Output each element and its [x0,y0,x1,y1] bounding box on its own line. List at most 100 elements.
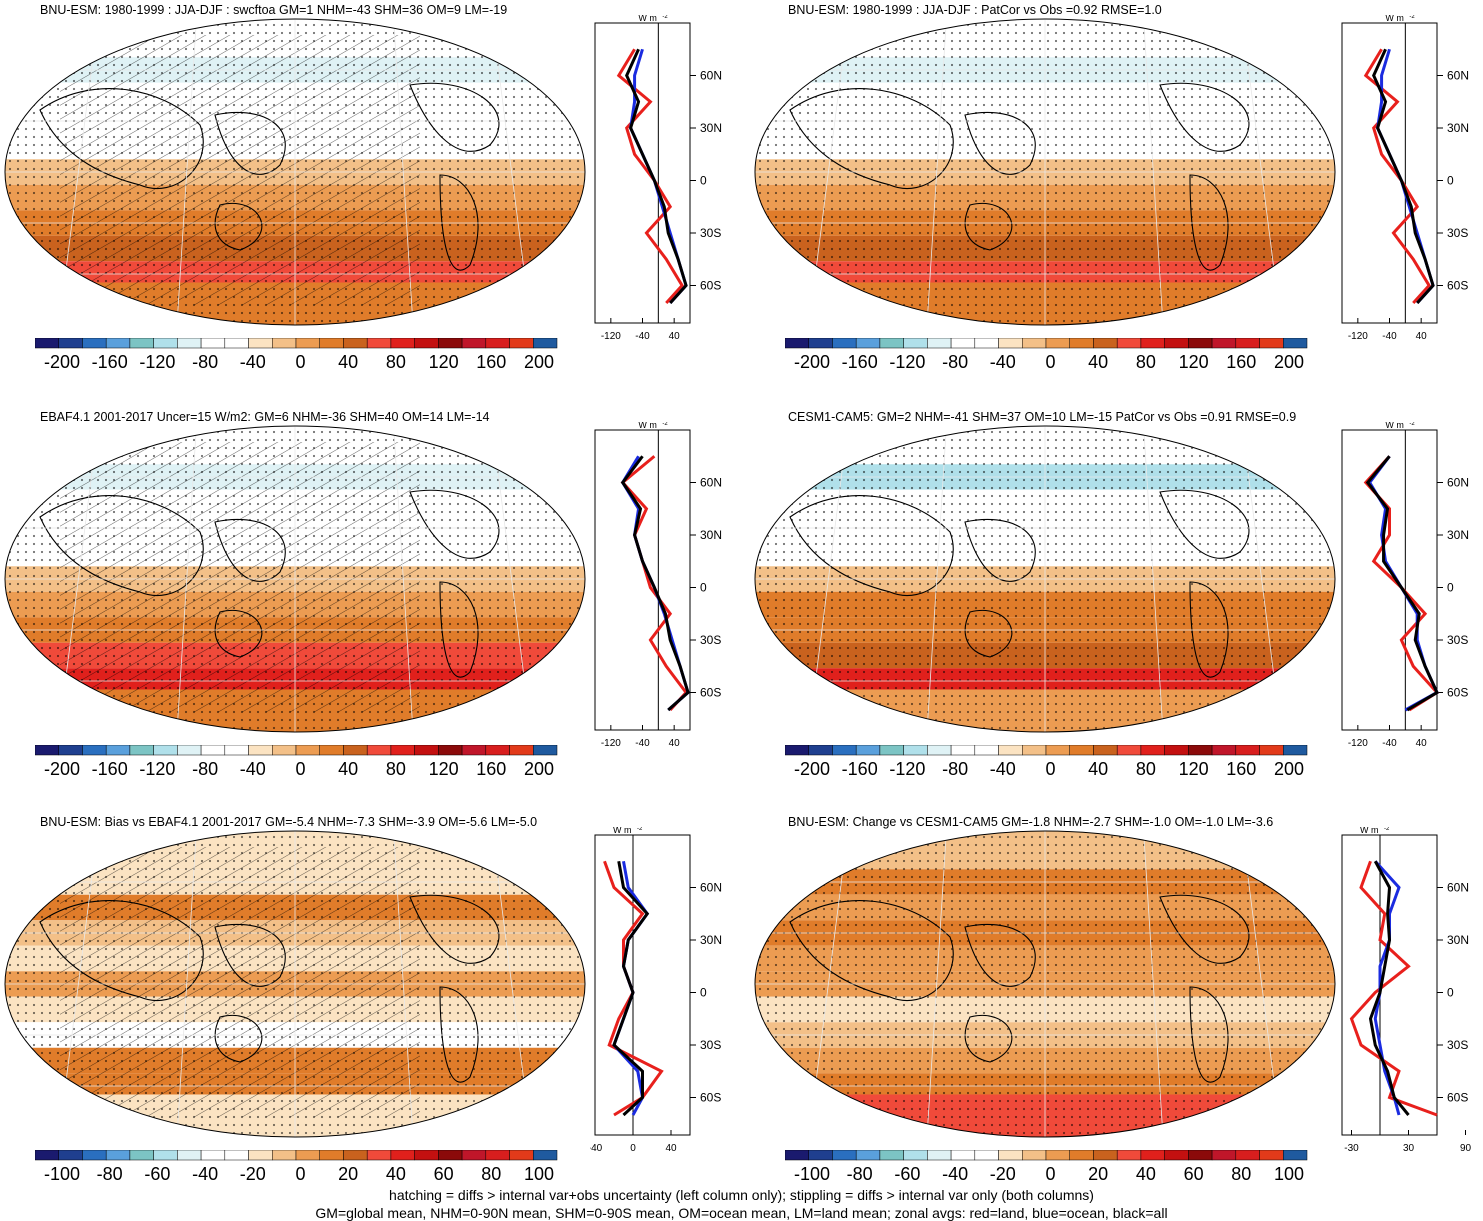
colorbar-segment [1093,745,1118,756]
graticule [176,831,198,1137]
colorbar-segment [1093,338,1118,349]
series-all [1365,455,1439,712]
colorbar-segment [1188,338,1213,349]
colorbar-segment [1069,745,1094,756]
graticule [926,19,948,325]
graticule [1142,426,1164,732]
colorbar-tick-label: -80 [846,1164,873,1184]
colorbar-segment [1116,338,1142,349]
colorbar-tick-label: 0 [1045,352,1056,372]
panel-5: BNU-ESM: Bias vs EBAF4.1 2001-2017 GM=-5… [0,812,740,1212]
colorbar-segment [105,745,131,756]
colorbar-tick-label: 80 [385,352,406,372]
colorbar-segment [129,1150,154,1161]
colorbar-tick-label: -40 [239,759,266,779]
colorbar-tick-label: 200 [523,352,555,372]
map-outline [754,830,1336,1138]
x-tick-label: -40 [590,1143,603,1154]
panel-title: CESM1-CAM5: GM=2 NHM=-41 SHM=37 OM=10 LM… [788,410,1297,424]
colorbar-tick-label: 120 [428,352,459,372]
colorbar-tick-label: 0 [1045,1164,1056,1184]
colorbar-segment [200,1150,226,1161]
colorbar-tick-label: -120 [139,759,176,779]
zonal-unit-label: W m [1385,422,1404,430]
colorbar-segment [879,1150,904,1161]
zonal-mean-plot: W m -2 60N 30N 0 30S 60S -120 -40 40 [1341,15,1469,342]
graticule [1142,831,1164,1137]
x-tick-label: -40 [1382,331,1397,342]
colorbar-segment [1211,338,1237,349]
colorbar-segment [224,1150,249,1161]
lat-tick-label: 60S [1447,279,1468,293]
lat-tick-label: 30S [700,226,721,240]
world-map [4,830,586,1138]
colorbar-tick-label: 160 [1226,759,1257,779]
colorbar-tick-label: 200 [1273,352,1305,372]
colorbar-segment [295,745,320,756]
lat-tick-label: 60N [1447,69,1469,83]
colorbar-segment [438,1150,463,1161]
zonal-mean-plot: W m -2 60N 30N 0 30S 60S -120 -40 40 [594,422,722,749]
colorbar-segment [974,745,999,756]
colorbar-segment [927,1150,952,1161]
colorbar-segment [509,338,534,349]
colorbar-segment [177,338,202,349]
colorbar [785,1150,1308,1161]
colorbar-tick-label: 20 [1088,1164,1109,1184]
series-land [1349,860,1438,1117]
colorbar-segment [438,745,463,756]
colorbar-segment [879,338,904,349]
colorbar-segment [366,1150,392,1161]
colorbar-tick-label: -80 [942,759,969,779]
zonal-unit-label: W m [1385,15,1404,23]
colorbar-segment [1259,745,1284,756]
x-tick-label: 40 [1416,331,1428,342]
panel-4: CESM1-CAM5: GM=2 NHM=-41 SHM=37 OM=10 LM… [750,407,1483,807]
x-tick-label: 40 [669,331,681,342]
colorbar-segment [1045,745,1070,756]
colorbar-tick-label: -40 [989,759,1016,779]
colorbar-segment [485,1150,510,1161]
panel-title: BNU-ESM: 1980-1999 : JJA-DJF : swcftoa G… [40,3,508,17]
colorbar-segment [808,1150,833,1161]
lat-tick-label: 0 [700,986,707,1000]
colorbar-tick-label: 120 [1178,352,1209,372]
colorbar-tick-label: -100 [793,1164,831,1184]
zonal-mean-plot: W m -2 60N 30N 0 30S 60S -30 30 90 [1341,827,1471,1154]
colorbar-tick-label: 160 [1226,352,1257,372]
map-outline [754,425,1336,733]
colorbar-segment [461,1150,487,1161]
colorbar-segment [224,338,249,349]
x-tick-label: -30 [1344,1143,1359,1154]
zonal-unit-sup: -2 [662,15,668,20]
colorbar-segment [58,1150,83,1161]
colorbar-tick-label: -120 [889,352,926,372]
colorbar-segment [855,1150,881,1161]
x-tick-label: -120 [601,331,621,342]
x-tick-label: 40 [1416,738,1428,749]
zonal-unit-sup: -2 [637,827,643,832]
colorbar-segment [533,745,558,756]
x-tick-label: 40 [665,1143,677,1154]
panel-1: BNU-ESM: 1980-1999 : JJA-DJF : swcftoa G… [0,0,740,400]
colorbar-segment [82,745,107,756]
colorbar-segment [414,338,439,349]
graticule [926,831,948,1137]
lat-tick-label: 60N [1447,476,1469,490]
world-map [754,830,1336,1138]
colorbar-segment [485,745,510,756]
colorbar-segment [855,338,881,349]
colorbar-segment [1022,745,1047,756]
footer-line-2: GM=global mean, NHM=0-90N mean, SHM=0-90… [315,1205,1168,1221]
colorbar-segment [1259,1150,1284,1161]
colorbar-tick-label: -120 [889,759,926,779]
zonal-mean-plot: W m -2 60N 30N 0 30S 60S -40 0 40 [590,827,722,1154]
lat-tick-label: 30N [1447,528,1469,542]
zonal-unit-sup: -2 [1384,827,1390,832]
lat-tick-label: 30N [1447,121,1469,135]
colorbar-segment [248,1150,273,1161]
world-map [4,425,586,733]
lat-tick-label: 60S [700,279,721,293]
zonal-unit-sup: -2 [1409,15,1415,20]
colorbar-segment [879,745,904,756]
